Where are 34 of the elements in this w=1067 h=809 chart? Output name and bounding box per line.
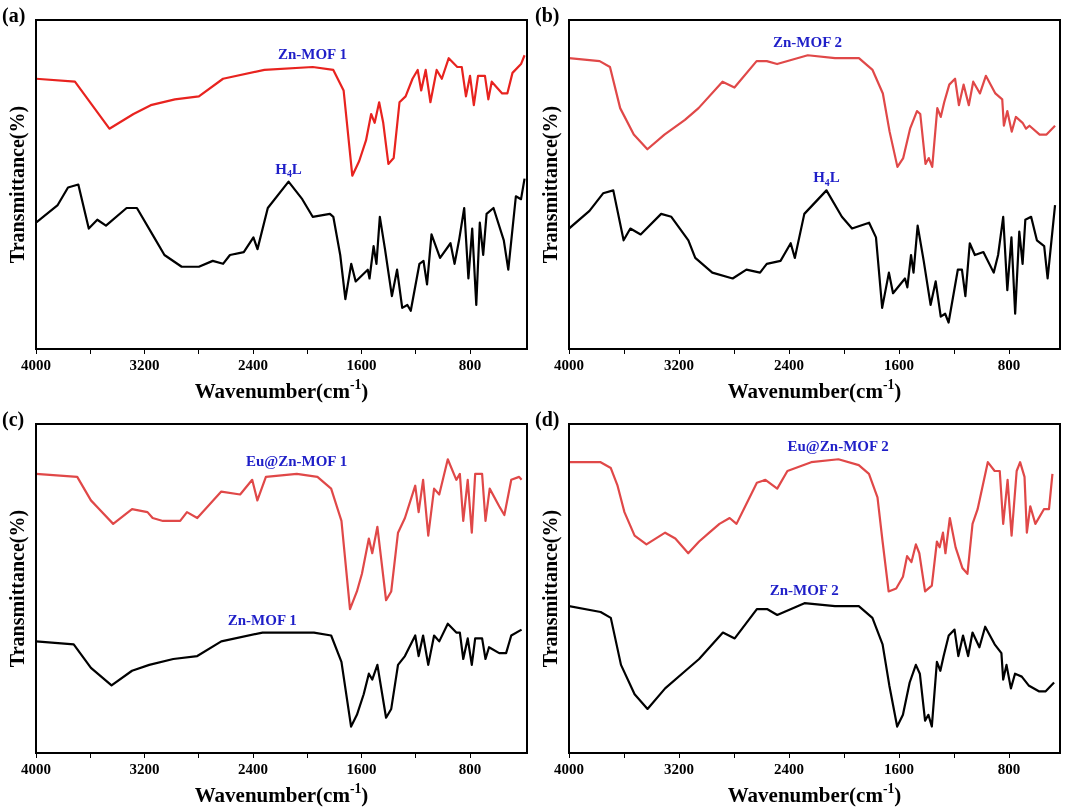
series-label: Eu@Zn-MOF 2	[787, 438, 889, 455]
x-tick-label: 1600	[884, 760, 915, 777]
x-tick-label: 4000	[21, 356, 51, 373]
x-tick-label: 3200	[664, 356, 695, 373]
x-tick-label: 1600	[346, 760, 377, 777]
series-label: Zn-MOF 1	[227, 611, 297, 628]
series-label: Zn-MOF 1	[277, 46, 347, 62]
x-tick-label: 2400	[238, 356, 269, 373]
x-tick-label: 2400	[774, 760, 805, 777]
x-tick-label: 1600	[346, 356, 377, 373]
chart-title: (b)	[535, 4, 560, 27]
x-tick-label: 800	[997, 760, 1021, 777]
x-tick-label: 4000	[554, 760, 584, 777]
x-tick-label: 800	[458, 760, 482, 777]
y-axis-title: Transmittance(%)	[6, 509, 29, 668]
x-tick-label: 2400	[774, 356, 805, 373]
x-tick-label: 1600	[884, 356, 915, 373]
chart-title: (c)	[2, 408, 25, 431]
x-tick-label: 3200	[129, 760, 160, 777]
x-tick-label: 2400	[238, 760, 269, 777]
y-axis-title: Transmittance(%)	[6, 105, 29, 264]
x-tick-label: 800	[997, 356, 1021, 373]
x-tick-label: 4000	[554, 356, 584, 373]
y-axis-title: Transmittance(%)	[539, 105, 562, 264]
x-tick-label: 3200	[129, 356, 160, 373]
x-tick-label: 800	[458, 356, 482, 373]
series-label: Zn-MOF 2	[772, 34, 842, 51]
x-tick-label: 4000	[21, 760, 51, 777]
series-label: Zn-MOF 2	[769, 582, 839, 599]
x-tick-label: 3200	[664, 760, 695, 777]
chart-title: (a)	[2, 4, 26, 27]
chart-title: (d)	[535, 408, 560, 431]
series-label: Eu@Zn-MOF 1	[245, 452, 348, 469]
y-axis-title: Transmittance(%)	[539, 509, 562, 668]
